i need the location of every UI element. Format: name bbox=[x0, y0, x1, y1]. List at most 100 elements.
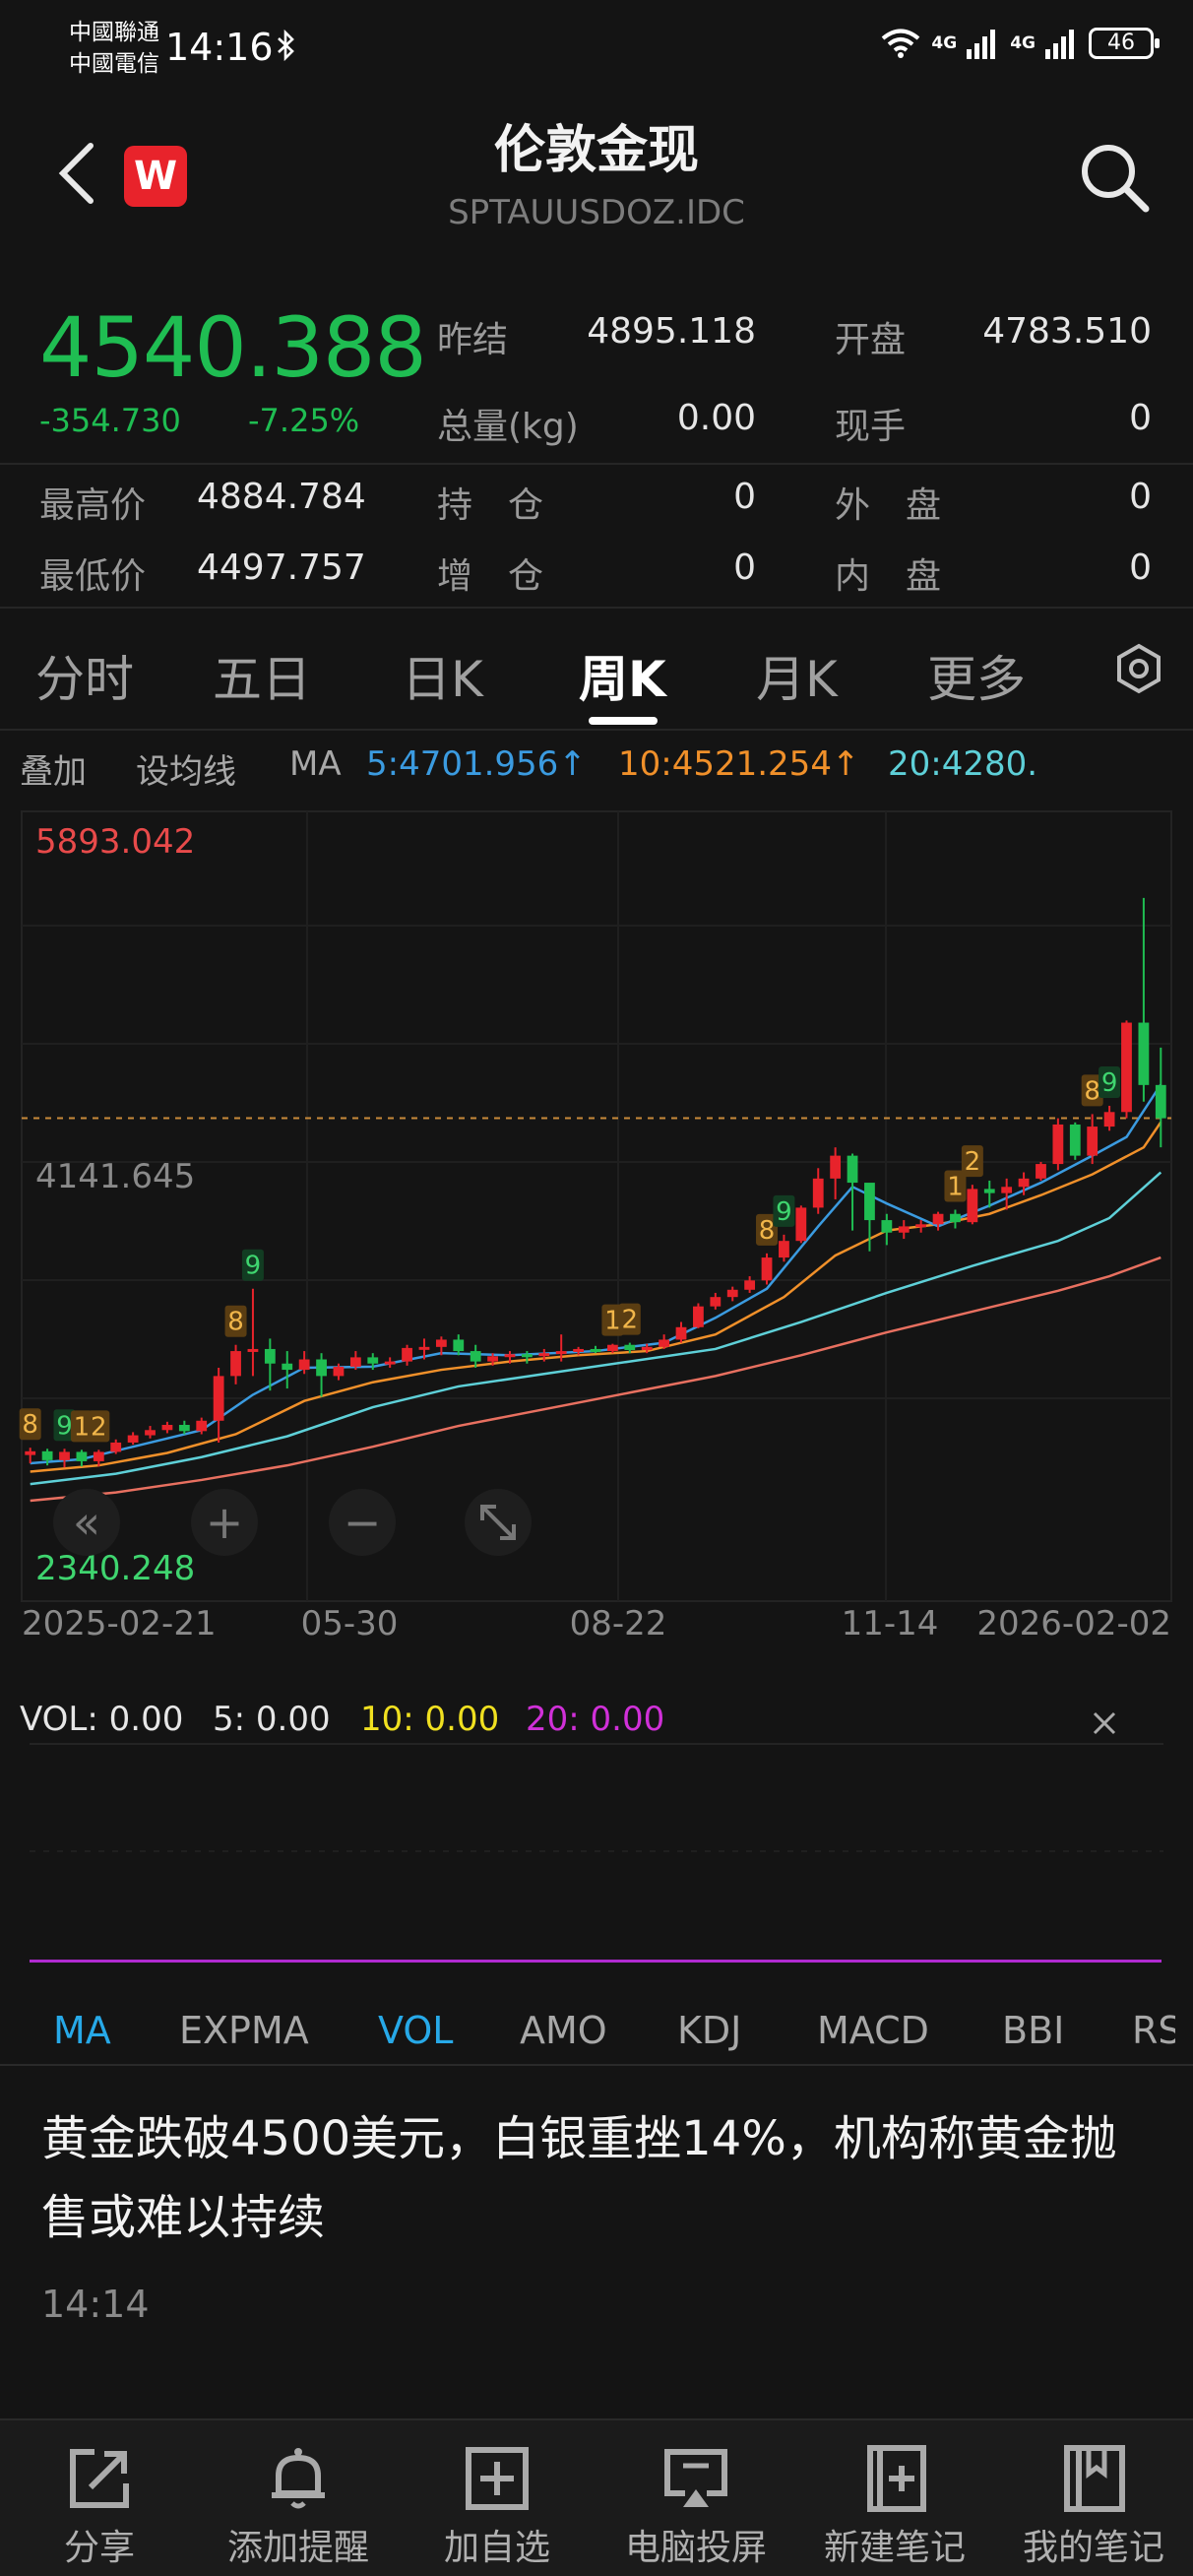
candle-body bbox=[1087, 1127, 1099, 1156]
vol-ma20: 20: 0.00 bbox=[526, 1700, 665, 1739]
td-label-bg bbox=[1081, 1074, 1103, 1107]
new-note-label: 新建笔记 bbox=[823, 2528, 966, 2568]
status-bar: 中國聯通 中國電信 14:16 4G 4G 46 bbox=[0, 0, 1193, 98]
signal-icon-2 bbox=[1045, 30, 1074, 59]
signal-icon bbox=[967, 30, 996, 59]
indicator-tabs: MA EXPMA VOL AMO KDJ MACD BBI RS bbox=[0, 1993, 1193, 2078]
chart-settings-button[interactable] bbox=[1112, 642, 1165, 695]
tab-monthly-k[interactable]: 月K bbox=[756, 651, 838, 708]
candle-body bbox=[830, 1155, 842, 1179]
candle-body bbox=[726, 1289, 738, 1298]
candle-body bbox=[1036, 1164, 1046, 1179]
td-label-bg bbox=[1099, 1065, 1121, 1098]
tab-daily-k[interactable]: 日K bbox=[402, 651, 483, 708]
td-label: 8 bbox=[759, 1216, 776, 1246]
carrier-2: 中國電信 bbox=[69, 51, 159, 77]
candle-body bbox=[41, 1450, 53, 1460]
candle-body bbox=[1103, 1112, 1115, 1127]
zoom-out-button[interactable] bbox=[329, 1489, 396, 1556]
td-label-bg bbox=[19, 1408, 41, 1441]
bottom-action-bar: 分享 添加提醒 加自选 电脑投屏 新建笔记 我的笔记 bbox=[0, 2418, 1193, 2576]
divider bbox=[0, 729, 1193, 731]
add-alert-button[interactable]: 添加提醒 bbox=[199, 2420, 398, 2576]
ind-expma[interactable]: EXPMA bbox=[179, 2009, 309, 2052]
add-watchlist-label: 加自选 bbox=[443, 2528, 550, 2568]
search-button[interactable] bbox=[1075, 138, 1154, 217]
share-button[interactable]: 分享 bbox=[0, 2420, 199, 2576]
price-change: -354.730 bbox=[39, 402, 181, 439]
ma-label: MA bbox=[289, 744, 342, 784]
candle-body bbox=[230, 1351, 241, 1377]
ind-macd[interactable]: MACD bbox=[817, 2009, 929, 2052]
my-notes-button[interactable]: 我的笔记 bbox=[994, 2420, 1193, 2576]
tab-more[interactable]: 更多 bbox=[927, 651, 1026, 708]
new-note-button[interactable]: 新建笔记 bbox=[795, 2420, 994, 2576]
close-vol-button[interactable] bbox=[1085, 1704, 1124, 1743]
zoom-in-button[interactable] bbox=[191, 1489, 258, 1556]
chart-frame bbox=[21, 810, 1172, 1602]
volume-panel bbox=[30, 1743, 1163, 1852]
candle-body bbox=[932, 1213, 944, 1225]
td-label-bg bbox=[70, 1410, 93, 1443]
candle-body bbox=[384, 1361, 396, 1365]
candle-body bbox=[435, 1339, 447, 1347]
chart-max-label: 5893.042 bbox=[35, 822, 195, 862]
value-current-hand: 0 bbox=[1129, 398, 1152, 438]
value-inner-volume: 0 bbox=[1129, 547, 1152, 588]
period-tabs: 分时 五日 日K 周K 月K 更多 bbox=[0, 611, 1193, 729]
candle-body bbox=[1155, 1084, 1166, 1119]
candle-body bbox=[110, 1442, 122, 1452]
candle-body bbox=[590, 1348, 601, 1352]
candle-body bbox=[521, 1354, 533, 1358]
candle-body bbox=[983, 1189, 995, 1193]
candle-body bbox=[453, 1339, 465, 1352]
ma20-value: 20:4280. bbox=[888, 744, 1038, 784]
candle-body bbox=[316, 1359, 327, 1377]
tab-intraday[interactable]: 分时 bbox=[35, 651, 134, 708]
ind-ma[interactable]: MA bbox=[53, 2009, 111, 2052]
candle-body bbox=[675, 1326, 687, 1340]
vol-baseline bbox=[30, 1960, 1162, 1963]
x-tick-label: 2025-02-21 bbox=[22, 1604, 217, 1643]
divider bbox=[0, 463, 1193, 465]
candle-body bbox=[487, 1356, 498, 1362]
label-low: 最低价 bbox=[39, 556, 147, 597]
candle-body bbox=[504, 1354, 516, 1358]
value-low: 4497.757 bbox=[197, 547, 366, 588]
page-title: 伦敦金现 bbox=[493, 121, 699, 180]
candle-body bbox=[1018, 1178, 1030, 1188]
tab-five-day[interactable]: 五日 bbox=[213, 651, 311, 708]
value-outer-volume: 0 bbox=[1129, 477, 1152, 517]
back-button[interactable] bbox=[55, 138, 98, 209]
add-watchlist-button[interactable]: 加自选 bbox=[398, 2420, 596, 2576]
candle-body bbox=[1001, 1187, 1013, 1193]
ind-vol[interactable]: VOL bbox=[378, 2009, 454, 2052]
candle-body bbox=[1121, 1022, 1132, 1113]
overlay-button[interactable]: 叠加 bbox=[20, 752, 87, 792]
vol-ma10: 10: 0.00 bbox=[360, 1700, 500, 1739]
rewind-button[interactable] bbox=[53, 1489, 120, 1556]
candle-body bbox=[367, 1357, 379, 1364]
ind-amo[interactable]: AMO bbox=[520, 2009, 607, 2052]
carrier-1: 中國聯通 bbox=[69, 20, 159, 45]
td-label-bg bbox=[241, 1249, 264, 1281]
candle-body bbox=[624, 1344, 636, 1351]
ind-rsi[interactable]: RS bbox=[1132, 2009, 1175, 2052]
bell-icon bbox=[272, 2448, 325, 2509]
status-time: 14:16 bbox=[165, 26, 274, 69]
x-tick-label: 11-14 bbox=[842, 1604, 939, 1643]
ind-kdj[interactable]: KDJ bbox=[677, 2009, 742, 2052]
vol-ma5: 5: 0.00 bbox=[213, 1700, 331, 1739]
tab-weekly-k[interactable]: 周K bbox=[579, 651, 666, 708]
label-open-interest: 持 仓 bbox=[437, 485, 544, 526]
set-ma-button[interactable]: 设均线 bbox=[136, 752, 236, 792]
network-type-1: 4G bbox=[931, 33, 958, 53]
x-tick-label: 08-22 bbox=[570, 1604, 667, 1643]
cast-screen-button[interactable]: 电脑投屏 bbox=[596, 2420, 795, 2576]
chart-mid-label: 4141.645 bbox=[35, 1157, 195, 1196]
td-label: 8 bbox=[22, 1410, 38, 1440]
candle-body bbox=[898, 1226, 910, 1233]
ind-bbi[interactable]: BBI bbox=[1002, 2009, 1065, 2052]
news-headline[interactable]: 黄金跌破4500美元，白银重挫14%，机构称黄金抛售或难以持续 bbox=[41, 2111, 1117, 2245]
